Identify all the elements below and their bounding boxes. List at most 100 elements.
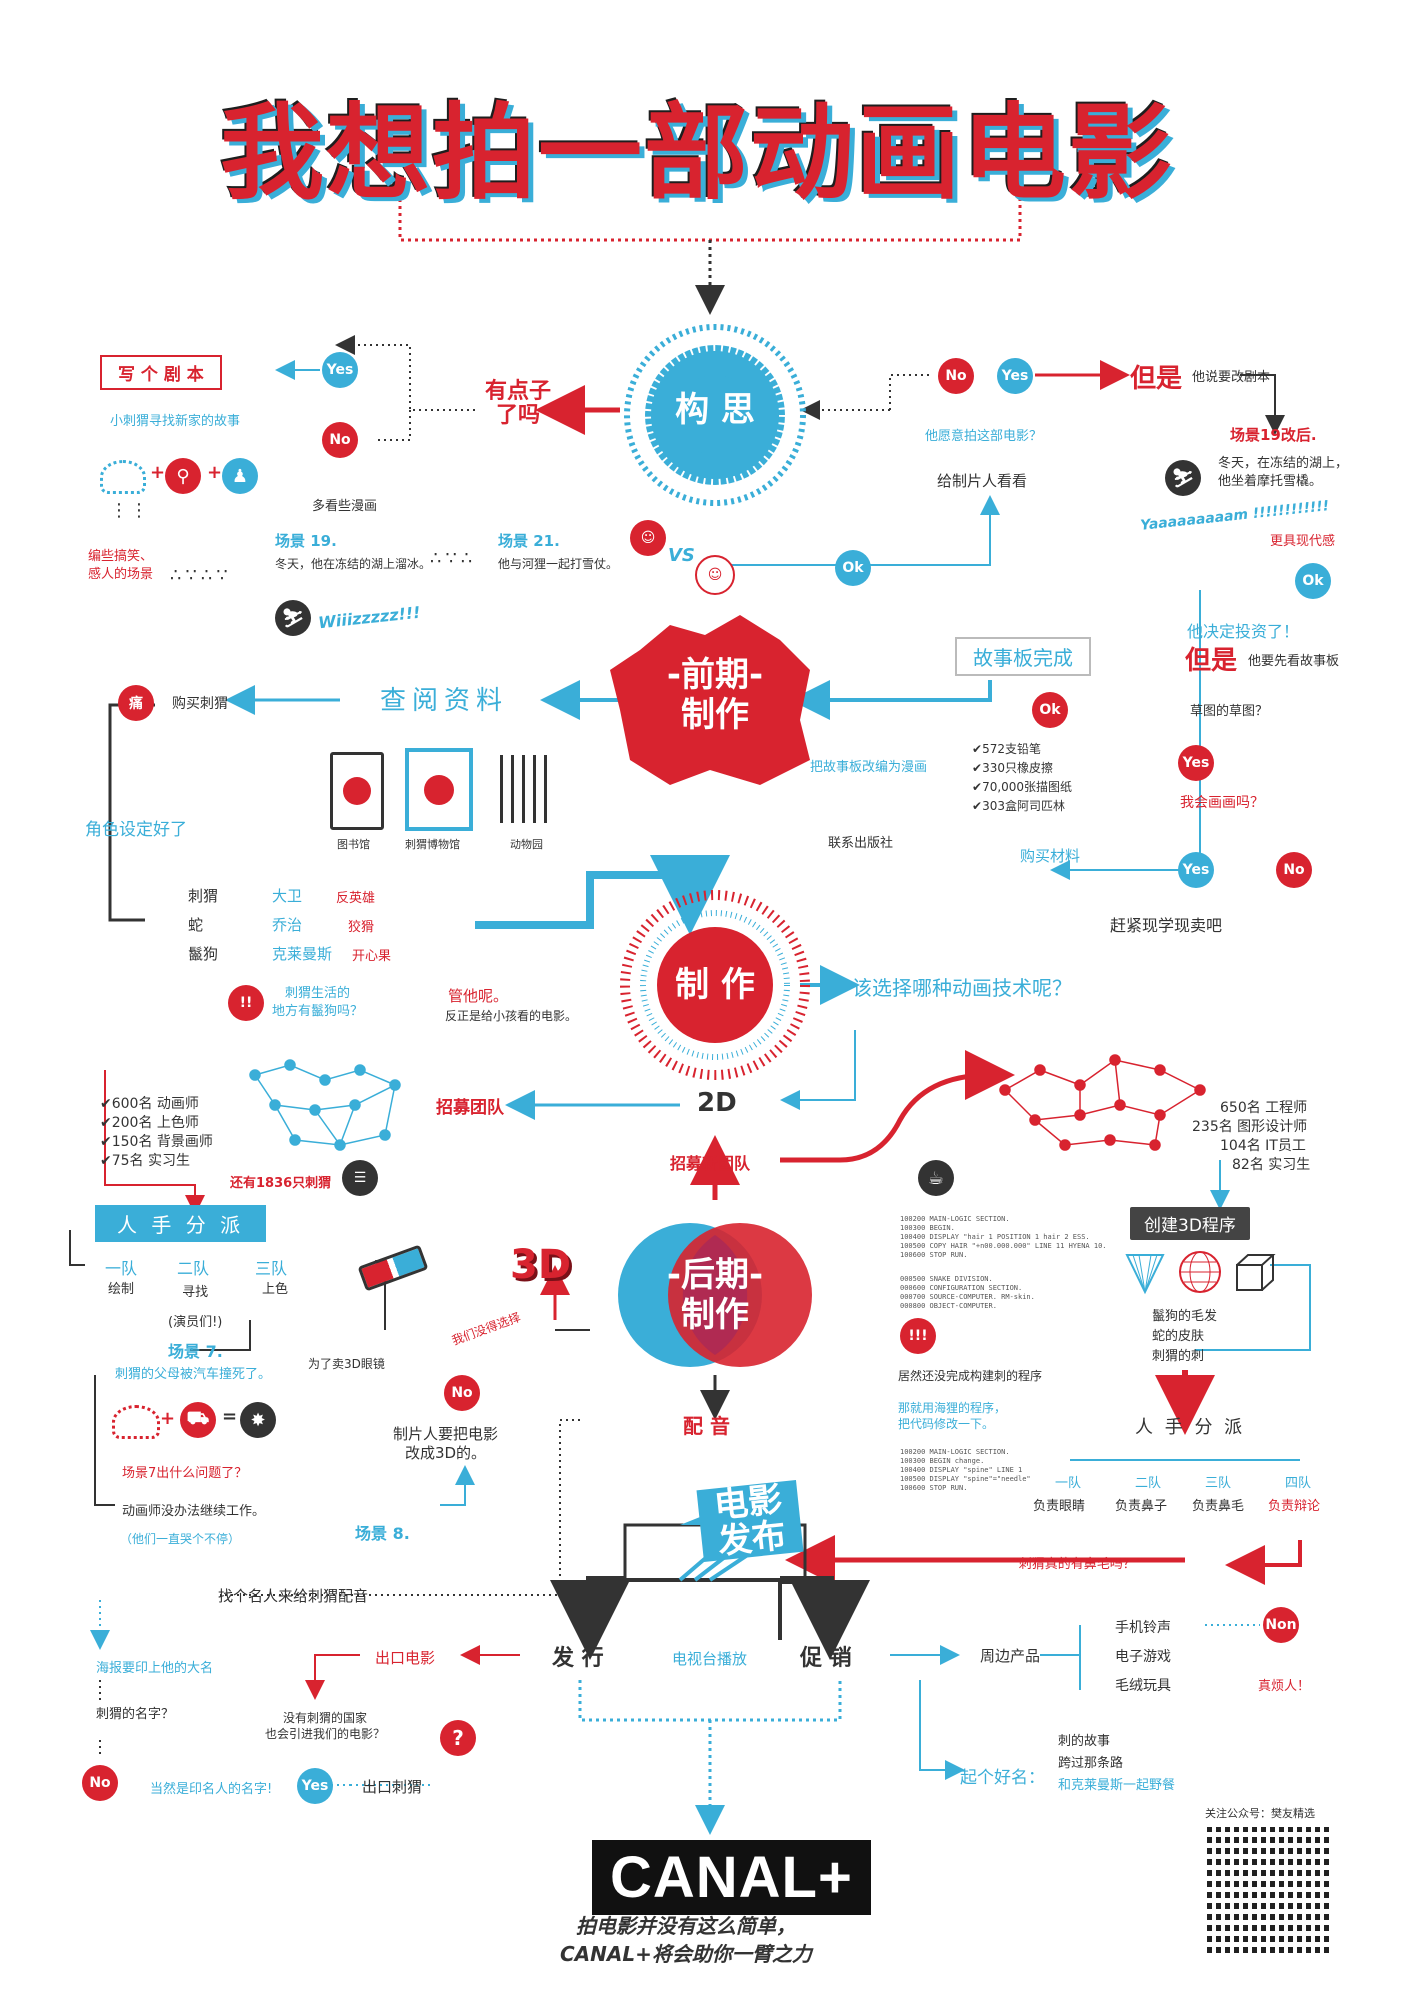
buy-materials-text: 购买材料 [1020, 847, 1081, 865]
ok-badge: Ok [835, 550, 871, 586]
export-label: 出口电影 [375, 1649, 436, 1667]
book-icon [330, 752, 384, 830]
qr-label: 关注公众号：樊友精选 [1205, 1807, 1315, 1820]
production-hub [620, 890, 810, 1080]
cone-icon [1125, 1254, 1165, 1295]
scene21-text: 他与河狸一起打雪仗。 [498, 557, 619, 571]
no-badge: No [1276, 852, 1312, 888]
walker-icon: ♟ [222, 458, 258, 494]
distribute-label: 发 行 [552, 1646, 604, 1671]
team-3d-item: 104名 IT员工 [1220, 1138, 1306, 1154]
code-block-2: 000500 SNAKE DIVISION. 000600 CONFIGURAT… [900, 1275, 1035, 1310]
group-name: 三队 [255, 1259, 288, 1278]
group-task: 上色 [262, 1282, 289, 1297]
character-animal: 蛇 [188, 916, 204, 934]
whatever-label: 管他呢。 [448, 987, 509, 1005]
ok-badge: Ok [1032, 692, 1068, 728]
2d-label: 2D [697, 1088, 737, 1118]
whatever-text: 反正是给小孩看的电影。 [445, 1009, 578, 1023]
hedgehog-name-question: 刺猬的名字？ [96, 1707, 175, 1722]
story-text: 小刺猬寻找新家的故事 [110, 414, 241, 429]
no-badge: No [322, 422, 358, 458]
yes-badge: Yes [297, 1768, 333, 1804]
zoo-icon [500, 755, 552, 823]
cube-icon [1236, 1254, 1276, 1291]
assign2-label: 人 手 分 派 [1135, 1417, 1246, 1438]
assign-box: 人 手 分 派 [95, 1205, 267, 1242]
scene19-label: 场景 19. [275, 532, 337, 550]
scene7-text: 刺猬的父母被汽车撞死了。 [115, 1367, 272, 1382]
hedgehog-icon [112, 1405, 160, 1439]
technique-question: 该选择哪种动画技术呢？ [852, 976, 1072, 1000]
plus-sign: + [160, 1408, 176, 1429]
zoo-label: 动物园 [510, 838, 543, 851]
title-option: 和克莱曼斯一起野餐 [1058, 1778, 1176, 1793]
group-name: 二队 [177, 1259, 210, 1278]
alert-badge: !! [228, 985, 264, 1021]
skater-icon: ⛷ [275, 600, 311, 636]
library-label: 图书馆 [337, 838, 370, 851]
hedgehog-icon [100, 460, 146, 494]
hedgehog-face-icon: ☺ [630, 520, 666, 556]
team-3d-item: 650名 工程师 [1220, 1100, 1308, 1116]
museum-label: 刺猬博物馆 [405, 838, 460, 851]
group-task: 寻找 (演员们!) [168, 1285, 223, 1330]
team-2d-item: 200名 上色师 [100, 1112, 199, 1132]
canal-logo: CANAL+ [592, 1840, 871, 1915]
but-label: 但是 [1130, 364, 1183, 394]
code-block-1: 100200 MAIN-LOGIC SECTION. 100300 BEGIN.… [900, 1215, 1107, 1259]
group2-task: 负责鼻子 [1115, 1499, 1168, 1514]
animators-continue-text: 动画师没办法继续工作。 [122, 1504, 266, 1519]
yes-badge: Yes [322, 352, 358, 388]
dubbing-label: 配 音 [683, 1414, 730, 1438]
team-2d-item: 600名 动画师 [100, 1093, 199, 1113]
producer-question: 他愿意拍这部电影？ [925, 429, 1043, 444]
good-name-label: 起个好名： [960, 1768, 1045, 1788]
crying-text: （他们一直哭个不停） [120, 1532, 241, 1546]
nose-hair-question: “刺猬真的有鼻毛吗？” [1012, 1557, 1143, 1572]
merch-item: 毛绒玩具 [1115, 1678, 1171, 1694]
show-producer-text: 给制片人看看 [937, 472, 1028, 490]
idea-question: 有点子 了吗 [485, 379, 552, 428]
group2-name: 二队 [1135, 1476, 1162, 1491]
3d-logo: 3D [510, 1242, 572, 1288]
production-hub-label: 制 作 [675, 965, 755, 1005]
merch-item: 电子游戏 [1115, 1649, 1171, 1665]
funny-scenes-text: 编些搞笑、 感人的场景 [88, 549, 154, 582]
producer-3d-text: 制片人要把电影 改成3D的。 [393, 1425, 499, 1462]
group2-task: 负责鼻毛 [1192, 1499, 1245, 1514]
team-3d-item: 235名 图形设计师 [1192, 1119, 1308, 1135]
footprints: ∴∵∴∵ [170, 565, 232, 586]
feature-item: 刺猬的刺 [1152, 1349, 1205, 1364]
yes-badge: Yes [1178, 745, 1214, 781]
footprints: ∴∵∴ [430, 548, 477, 569]
character-name: 大卫 [272, 887, 303, 905]
team-2d-item: 75名 实习生 [100, 1150, 190, 1170]
character-role: 开心果 [352, 949, 392, 964]
splat-icon: ✸ [240, 1402, 276, 1438]
scene21-label: 场景 21. [498, 532, 560, 550]
write-script-box: 写 个 剧 本 [100, 355, 222, 390]
preproduction-hub-label: -前期- 制作 [666, 655, 764, 735]
research-label: 查阅资料 [380, 686, 509, 716]
no-badge: No [82, 1765, 118, 1801]
concept-hub-label: 构 思 [675, 390, 755, 430]
merch-item: 手机铃声 [1115, 1620, 1171, 1636]
title-option: 刺的故事 [1058, 1734, 1111, 1749]
old-program-text: 那就用海狸的程序， 把代码修改一下。 [898, 1401, 1007, 1431]
group2-task: 负责眼睛 [1033, 1499, 1086, 1514]
equals-sign: = [222, 1406, 238, 1427]
team-network-2d [249, 1059, 401, 1151]
slogan-text: 拍电影并没有这么简单， CANAL+将会助你一臂之力 [560, 1914, 812, 1966]
group2-name: 三队 [1205, 1476, 1232, 1491]
concept-hub [624, 324, 806, 506]
celebrity-text: 找个名人来给刺猬配音 [218, 1587, 369, 1605]
code-block-3: 100200 MAIN-LOGIC SECTION. 100300 BEGIN … [900, 1448, 1031, 1492]
pain-badge: 痛 [118, 685, 154, 721]
postproduction-hub [618, 1223, 812, 1367]
alert-badge: !!! [900, 1318, 936, 1354]
yes-badge: Yes [1178, 852, 1214, 888]
celebrity-name-text: 当然是印名人的名字! [150, 1782, 273, 1797]
car-icon: ⛟ [180, 1402, 216, 1438]
preproduction-hub [610, 615, 810, 785]
